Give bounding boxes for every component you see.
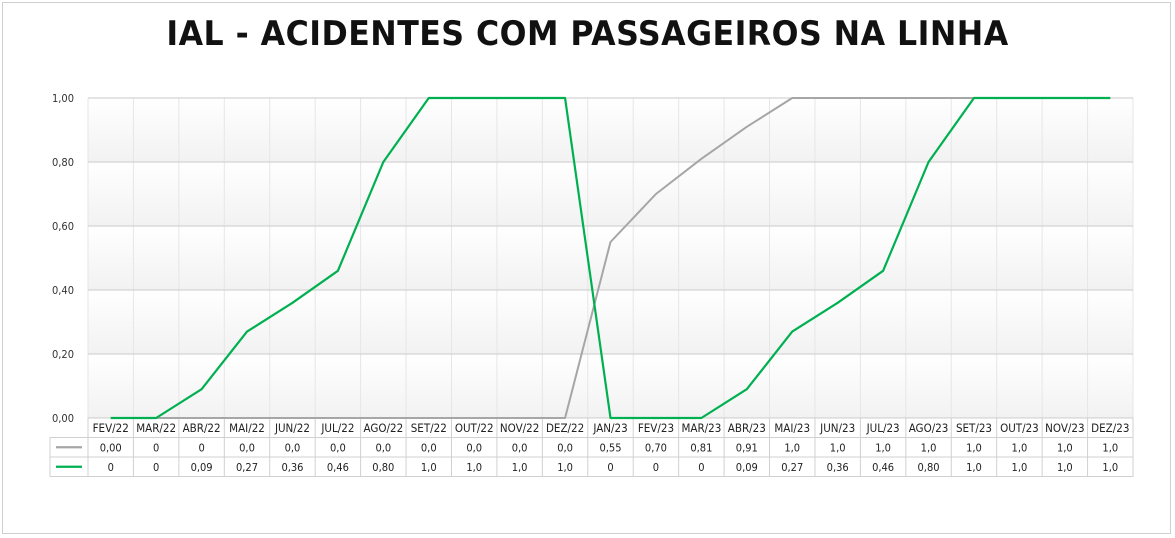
- x-category-label: MAI/22: [229, 421, 265, 435]
- data-value-label: 0: [153, 441, 159, 454]
- plot-band: [88, 354, 1133, 418]
- data-value-label: 1,0: [1057, 441, 1073, 454]
- x-category-label: NOV/23: [1045, 421, 1084, 435]
- data-value-label: 0,0: [239, 441, 255, 454]
- data-value-label: 0,91: [736, 441, 758, 454]
- data-value-label: 0,0: [375, 441, 391, 454]
- x-category-label: AGO/23: [909, 421, 949, 435]
- y-tick-label: 0,00: [52, 412, 74, 425]
- data-value-label: 1,0: [784, 441, 800, 454]
- x-category-label: DEZ/22: [546, 421, 584, 435]
- x-category-label: MAI/23: [774, 421, 810, 435]
- data-value-label: 0: [698, 461, 704, 474]
- data-value-label: 0,70: [645, 441, 667, 454]
- data-value-label: 0,09: [191, 461, 213, 474]
- x-category-label: FEV/23: [638, 421, 674, 435]
- data-value-label: 1,0: [875, 441, 891, 454]
- x-category-label: JUL/23: [866, 421, 900, 435]
- data-value-label: 0: [198, 441, 204, 454]
- x-category-label: OUT/22: [455, 421, 494, 435]
- x-category-label: MAR/23: [681, 421, 721, 435]
- x-category-label: JAN/23: [592, 421, 627, 435]
- data-value-label: 1,0: [512, 461, 528, 474]
- data-value-label: 1,0: [966, 441, 982, 454]
- data-value-label: 1,0: [466, 461, 482, 474]
- y-tick-label: 0,80: [52, 156, 74, 169]
- x-category-label: NOV/22: [500, 421, 539, 435]
- data-value-label: 0,46: [872, 461, 894, 474]
- data-value-label: 1,0: [830, 441, 846, 454]
- y-tick-label: 0,40: [52, 284, 74, 297]
- data-value-label: 0,0: [512, 441, 528, 454]
- y-tick-label: 1,00: [52, 92, 74, 105]
- data-value-label: 0,00: [100, 441, 122, 454]
- data-value-label: 0,36: [281, 461, 303, 474]
- x-category-label: SET/23: [956, 421, 992, 435]
- data-value-label: 0,46: [327, 461, 349, 474]
- x-category-label: AGO/22: [363, 421, 403, 435]
- data-value-label: 0: [108, 461, 114, 474]
- data-value-label: 0,0: [421, 441, 437, 454]
- data-value-label: 1,0: [1012, 461, 1028, 474]
- x-category-label: JUN/23: [819, 421, 855, 435]
- data-value-label: 0,09: [736, 461, 758, 474]
- x-category-label: OUT/23: [1000, 421, 1039, 435]
- data-value-label: 0,80: [918, 461, 940, 474]
- plot-band: [88, 98, 1133, 162]
- x-category-label: FEV/22: [93, 421, 129, 435]
- data-value-label: 0,81: [690, 441, 712, 454]
- plot-band: [88, 226, 1133, 290]
- data-value-label: 1,0: [1057, 461, 1073, 474]
- data-value-label: 0,0: [557, 441, 573, 454]
- data-value-label: 0,0: [285, 441, 301, 454]
- data-value-label: 0,0: [466, 441, 482, 454]
- data-value-label: 1,0: [557, 461, 573, 474]
- data-value-label: 0,55: [599, 441, 621, 454]
- data-value-label: 0: [607, 461, 613, 474]
- data-value-label: 0,27: [236, 461, 258, 474]
- data-value-label: 0,0: [330, 441, 346, 454]
- data-value-label: 0: [653, 461, 659, 474]
- x-category-label: DEZ/23: [1091, 421, 1129, 435]
- plot-band: [88, 162, 1133, 226]
- data-value-label: 1,0: [1012, 441, 1028, 454]
- y-tick-label: 0,20: [52, 348, 74, 361]
- data-value-label: 0,80: [372, 461, 394, 474]
- data-value-label: 0,27: [781, 461, 803, 474]
- data-value-label: 1,0: [1102, 461, 1118, 474]
- data-value-label: 1,0: [421, 461, 437, 474]
- chart-title: IAL - ACIDENTES COM PASSAGEIROS NA LINHA: [166, 14, 1009, 54]
- y-tick-label: 0,60: [52, 220, 74, 233]
- data-value-label: 0: [153, 461, 159, 474]
- x-category-label: ABR/23: [728, 421, 766, 435]
- data-value-label: 1,0: [1102, 441, 1118, 454]
- x-category-label: MAR/22: [136, 421, 176, 435]
- x-category-label: SET/22: [411, 421, 447, 435]
- x-category-label: JUN/22: [274, 421, 310, 435]
- plot-band: [88, 290, 1133, 354]
- x-category-label: ABR/22: [183, 421, 221, 435]
- data-value-label: 1,0: [966, 461, 982, 474]
- data-value-label: 0,36: [827, 461, 849, 474]
- data-value-label: 1,0: [921, 441, 937, 454]
- x-category-label: JUL/22: [320, 421, 354, 435]
